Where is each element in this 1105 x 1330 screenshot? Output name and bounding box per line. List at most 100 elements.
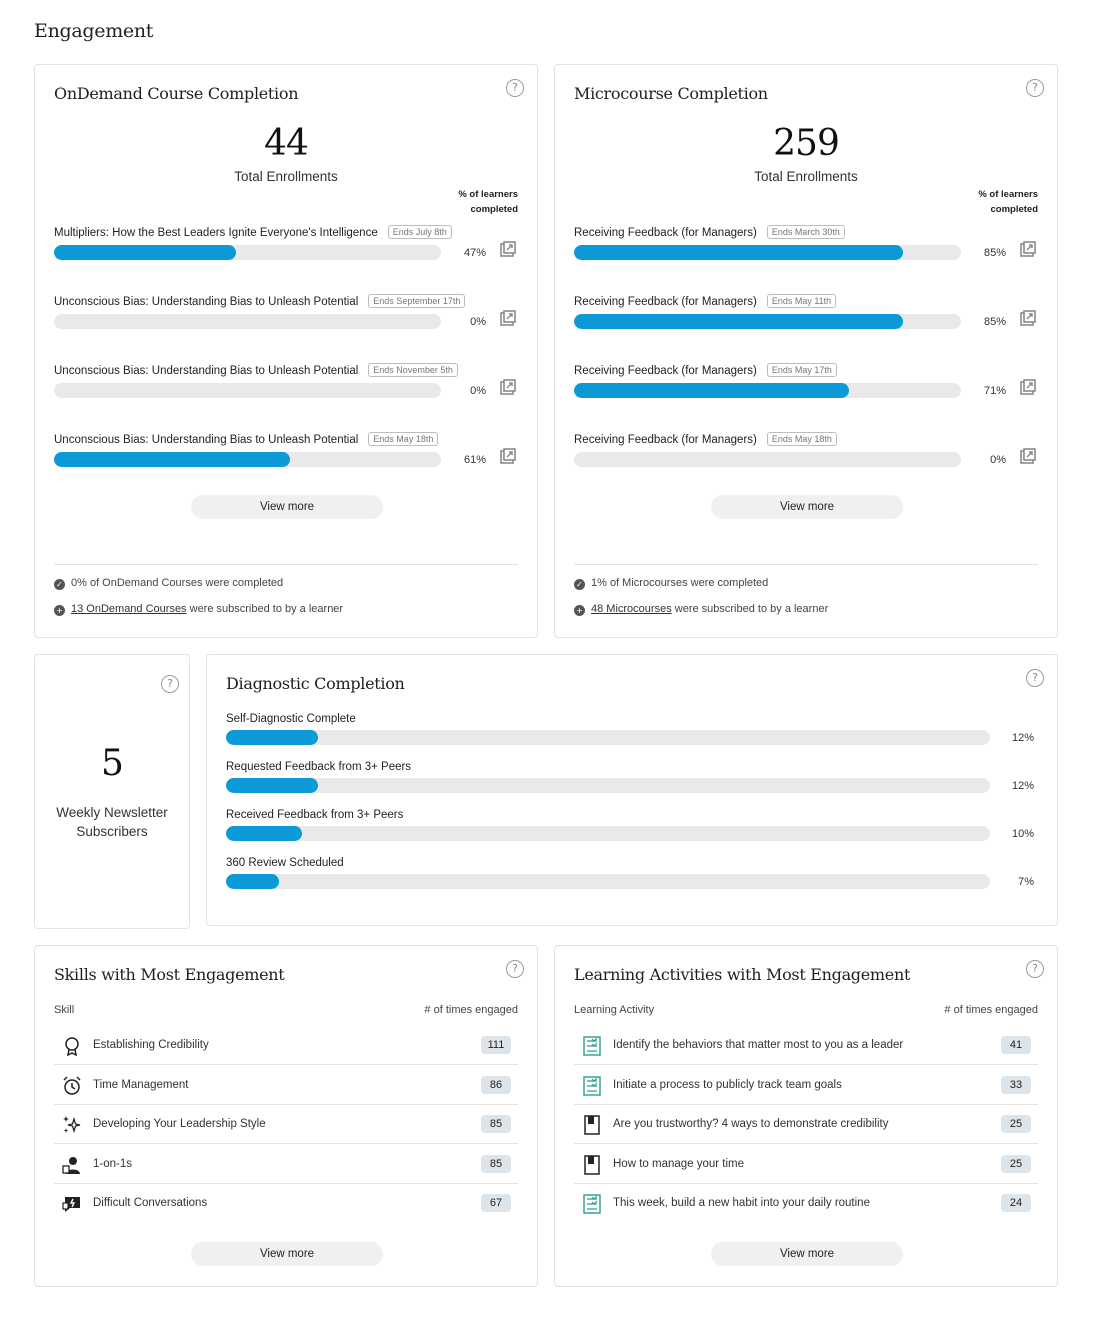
subscription-summary: +13 OnDemand Courses were subscribed to … <box>54 603 343 616</box>
sparkles-icon <box>62 1115 82 1135</box>
diagnostic-row: Received Feedback from 3+ Peers 10% <box>226 809 1038 853</box>
diagnostic-label: Requested Feedback from 3+ Peers <box>226 761 412 773</box>
newsletter-count: 5 <box>101 743 124 784</box>
course-name: Multipliers: How the Best Leaders Ignite… <box>54 225 452 239</box>
view-more-button[interactable]: View more <box>711 1242 903 1266</box>
ondemand-title: OnDemand Course Completion <box>54 84 299 103</box>
summary-text: were subscribed to by a learner <box>186 603 344 615</box>
microcourse-total-label: Total Enrollments <box>754 169 858 184</box>
row-label: 1-on-1s <box>93 1157 132 1170</box>
subscription-summary: +48 Microcourses were subscribed to by a… <box>574 603 828 616</box>
table-row[interactable]: Are you trustworthy? 4 ways to demonstra… <box>574 1105 1038 1144</box>
help-icon[interactable]: ? <box>161 675 179 693</box>
ondemand-courses-link[interactable]: 13 OnDemand Courses <box>71 603 187 615</box>
progress-fill <box>226 778 318 793</box>
row-label: Initiate a process to publicly track tea… <box>613 1078 842 1091</box>
ondemand-total: 44 <box>264 123 309 164</box>
completion-percent: 0% <box>990 454 1006 466</box>
end-date-tag: Ends May 18th <box>766 432 837 446</box>
plus-circle-icon: + <box>574 605 585 616</box>
completion-summary: ✓ 1% of Microcourses were completed <box>574 577 768 590</box>
newsletter-card: ? 5 Weekly Newsletter Subscribers <box>34 654 190 929</box>
external-link-icon[interactable] <box>500 379 516 395</box>
activities-title: Learning Activities with Most Engagement <box>574 965 911 984</box>
view-more-button[interactable]: View more <box>191 495 383 519</box>
completion-percent: 47% <box>463 247 486 259</box>
diagnostic-card: Diagnostic Completion ? Self-Diagnostic … <box>206 654 1058 926</box>
skills-table-header: Skill # of times engaged <box>54 1004 518 1016</box>
view-more-button[interactable]: View more <box>711 495 903 519</box>
help-icon[interactable]: ? <box>506 960 524 978</box>
view-more-button[interactable]: View more <box>191 1242 383 1266</box>
engagement-count-badge: 85 <box>481 1115 511 1133</box>
end-date-tag: Ends March 30th <box>766 225 845 239</box>
progress-track <box>54 314 441 329</box>
external-link-icon[interactable] <box>500 241 516 257</box>
course-title: Receiving Feedback (for Managers) <box>574 434 757 446</box>
engagement-count-badge: 33 <box>1001 1075 1031 1094</box>
table-row[interactable]: Initiate a process to publicly track tea… <box>574 1066 1038 1105</box>
row-label: How to manage your time <box>613 1157 745 1170</box>
help-icon[interactable]: ? <box>1026 669 1044 687</box>
engagement-count-badge: 41 <box>1001 1036 1031 1054</box>
progress-fill <box>54 452 291 467</box>
column-header-line: completed <box>990 204 1038 215</box>
course-name: Receiving Feedback (for Managers) Ends Ma… <box>574 225 845 239</box>
external-link-icon[interactable] <box>1020 379 1036 395</box>
completion-percent: 85% <box>983 247 1006 259</box>
people-icon <box>62 1155 82 1175</box>
table-row[interactable]: Establishing Credibility 111 <box>54 1026 518 1065</box>
completion-percent: 85% <box>983 316 1006 328</box>
table-row[interactable]: Time Management 86 <box>54 1066 518 1105</box>
course-name: Receiving Feedback (for Managers) Ends Ma… <box>574 432 837 446</box>
table-row[interactable]: Difficult Conversations 67 <box>54 1184 518 1223</box>
end-date-tag: Ends May 11th <box>766 294 837 308</box>
progress-track <box>574 452 961 467</box>
progress-fill <box>574 245 903 260</box>
external-link-icon[interactable] <box>500 448 516 464</box>
summary-text: were subscribed to by a learner <box>671 603 829 615</box>
progress-fill <box>54 245 236 260</box>
checklist-icon <box>582 1194 602 1214</box>
column-header-activity: Learning Activity <box>574 1004 655 1016</box>
ondemand-card: OnDemand Course Completion ? 44 Total En… <box>34 64 538 638</box>
end-date-tag: Ends May 17th <box>766 363 837 377</box>
course-row: Receiving Feedback (for Managers) Ends Ma… <box>574 432 1038 482</box>
completion-summary: ✓ 0% of OnDemand Courses were completed <box>54 577 283 590</box>
newsletter-label-line: Subscribers <box>76 824 148 839</box>
course-row: Multipliers: How the Best Leaders Ignite… <box>54 225 518 275</box>
divider <box>574 564 1038 565</box>
help-icon[interactable]: ? <box>1026 79 1044 97</box>
table-row[interactable]: This week, build a new habit into your d… <box>574 1184 1038 1223</box>
external-link-icon[interactable] <box>500 310 516 326</box>
completion-column-header: % of learners completed <box>428 187 518 217</box>
row-label: Identify the behaviors that matter most … <box>613 1039 904 1051</box>
course-title: Receiving Feedback (for Managers) <box>574 227 757 239</box>
table-row[interactable]: How to manage your time 25 <box>574 1145 1038 1184</box>
progress-fill <box>226 826 303 841</box>
check-circle-icon: ✓ <box>574 579 585 590</box>
table-row[interactable]: Identify the behaviors that matter most … <box>574 1026 1038 1065</box>
microcourses-link[interactable]: 48 Microcourses <box>591 603 672 615</box>
external-link-icon[interactable] <box>1020 448 1036 464</box>
completion-percent: 0% <box>470 385 486 397</box>
alarm-clock-icon <box>62 1075 82 1096</box>
help-icon[interactable]: ? <box>506 79 524 97</box>
course-title: Unconscious Bias: Understanding Bias to … <box>54 365 359 377</box>
table-row[interactable]: Developing Your Leadership Style 85 <box>54 1105 518 1144</box>
course-row: Unconscious Bias: Understanding Bias to … <box>54 294 518 344</box>
external-link-icon[interactable] <box>1020 310 1036 326</box>
microcourse-card: Microcourse Completion ? 259 Total Enrol… <box>554 64 1058 638</box>
table-row[interactable]: 1-on-1s 85 <box>54 1145 518 1184</box>
progress-track <box>574 245 961 260</box>
help-icon[interactable]: ? <box>1026 960 1044 978</box>
progress-track <box>226 730 990 745</box>
progress-fill <box>226 874 280 889</box>
external-link-icon[interactable] <box>1020 241 1036 257</box>
engagement-count-badge: 67 <box>481 1194 511 1212</box>
engagement-count-badge: 24 <box>1001 1194 1031 1212</box>
column-header-line: % of learners <box>458 189 518 200</box>
engagement-count-badge: 85 <box>481 1154 511 1173</box>
course-name: Unconscious Bias: Understanding Bias to … <box>54 363 458 377</box>
column-header-count: # of times engaged <box>424 1004 518 1016</box>
